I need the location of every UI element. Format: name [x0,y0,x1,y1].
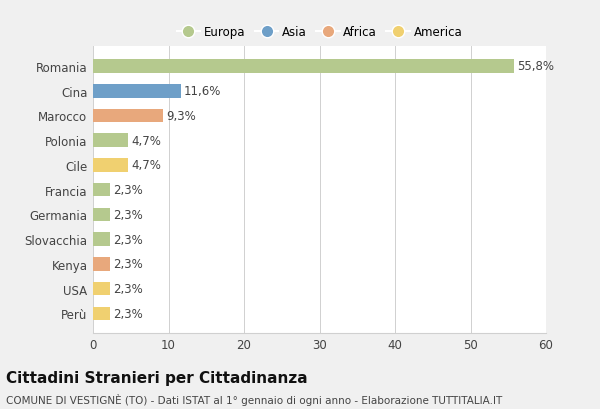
Bar [93,60,514,74]
Bar [93,233,110,246]
Text: COMUNE DI VESTIGNÈ (TO) - Dati ISTAT al 1° gennaio di ogni anno - Elaborazione T: COMUNE DI VESTIGNÈ (TO) - Dati ISTAT al … [6,393,502,405]
Text: Cittadini Stranieri per Cittadinanza: Cittadini Stranieri per Cittadinanza [6,370,308,385]
Bar [93,109,163,123]
Bar [93,183,110,197]
Text: 2,3%: 2,3% [113,233,143,246]
Text: 2,3%: 2,3% [113,258,143,271]
Bar [93,208,110,222]
Text: 4,7%: 4,7% [131,135,161,147]
Text: 2,3%: 2,3% [113,184,143,197]
Legend: Europa, Asia, Africa, America: Europa, Asia, Africa, America [172,21,467,44]
Text: 2,3%: 2,3% [113,307,143,320]
Text: 9,3%: 9,3% [166,110,196,123]
Bar [93,307,110,320]
Text: 4,7%: 4,7% [131,159,161,172]
Text: 2,3%: 2,3% [113,282,143,295]
Bar [93,134,128,148]
Text: 11,6%: 11,6% [184,85,221,98]
Text: 2,3%: 2,3% [113,208,143,221]
Bar [93,159,128,172]
Text: 55,8%: 55,8% [517,61,554,73]
Bar [93,282,110,296]
Bar [93,257,110,271]
Bar [93,85,181,98]
